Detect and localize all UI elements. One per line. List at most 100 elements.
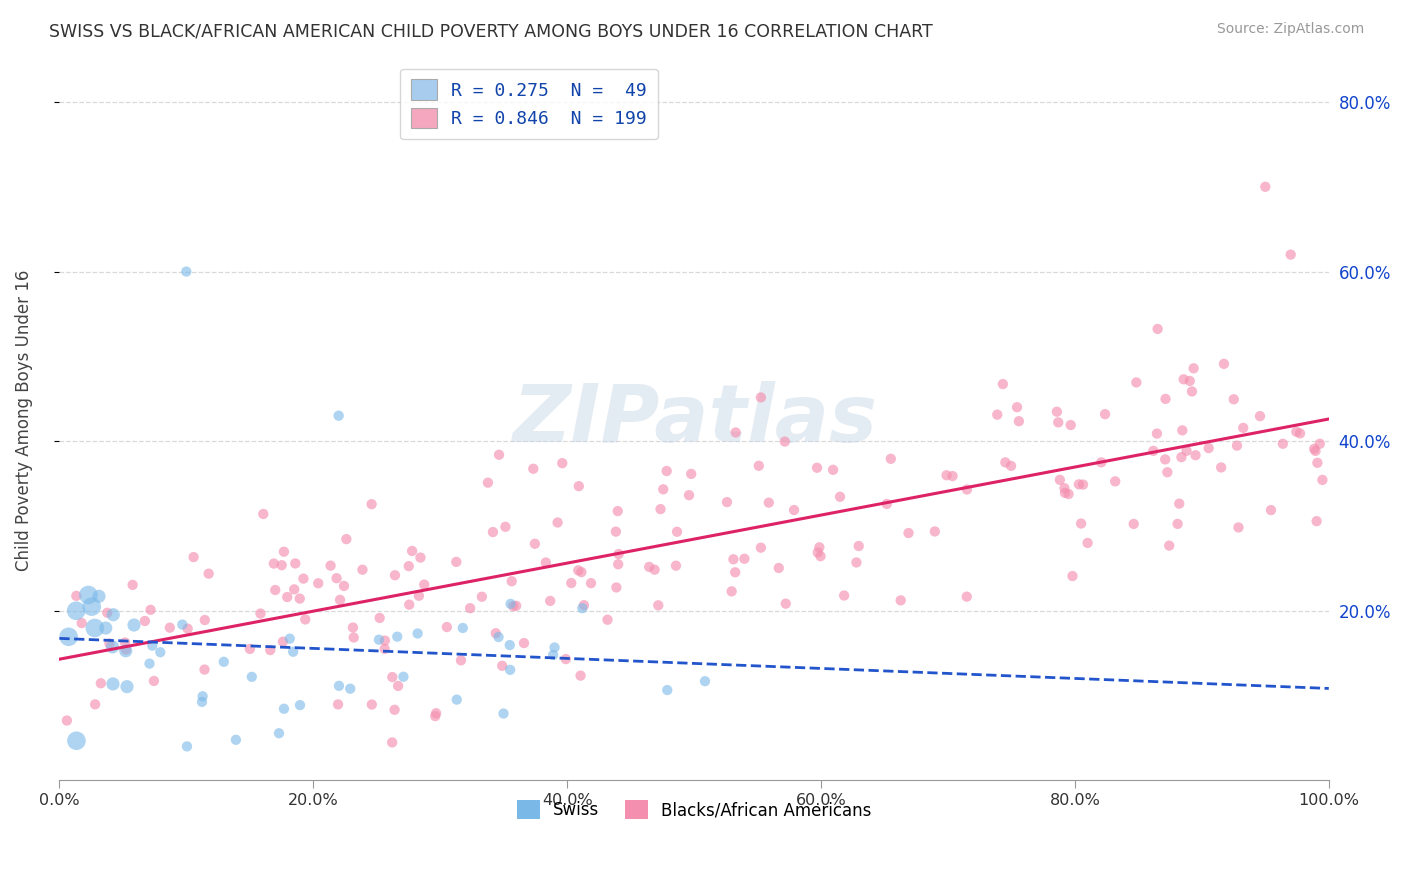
Point [1077, 536, 1099, 550]
Point [115, 680, 138, 694]
Point [783, 503, 806, 517]
Point [325, 571, 347, 585]
Point [666, 524, 689, 539]
Point [572, 598, 595, 612]
Point [273, 702, 295, 716]
Point [413, 577, 436, 591]
Point [1305, 514, 1327, 528]
Point [1285, 425, 1308, 439]
Point [505, 599, 527, 613]
Point [1254, 179, 1277, 194]
Point [225, 732, 247, 747]
Point [458, 601, 481, 615]
Point [259, 643, 281, 657]
Point [502, 599, 524, 613]
Point [339, 681, 361, 696]
Point [342, 620, 364, 634]
Point [513, 636, 536, 650]
Point [408, 589, 430, 603]
Point [239, 641, 262, 656]
Point [499, 597, 522, 611]
Point [83, 621, 105, 635]
Point [1309, 436, 1331, 450]
Point [159, 621, 181, 635]
Point [650, 502, 672, 516]
Point [134, 614, 156, 628]
Point [471, 590, 494, 604]
Point [499, 638, 522, 652]
Point [1060, 418, 1083, 433]
Point [644, 563, 666, 577]
Point [1053, 481, 1076, 495]
Point [1122, 516, 1144, 531]
Point [986, 408, 1008, 422]
Legend: Swiss, Blacks/African Americans: Swiss, Blacks/African Americans [510, 794, 879, 826]
Point [1306, 456, 1329, 470]
Point [522, 462, 544, 476]
Point [278, 632, 301, 646]
Point [1181, 384, 1204, 399]
Point [142, 673, 165, 688]
Point [924, 524, 946, 539]
Point [596, 613, 619, 627]
Point [328, 679, 350, 693]
Point [103, 607, 125, 622]
Point [605, 581, 627, 595]
Point [678, 488, 700, 502]
Point [381, 735, 404, 749]
Point [560, 576, 582, 591]
Point [367, 632, 389, 647]
Point [652, 483, 675, 497]
Point [808, 541, 831, 555]
Point [607, 547, 630, 561]
Point [1067, 477, 1090, 491]
Point [1090, 455, 1112, 469]
Point [281, 645, 304, 659]
Point [307, 576, 329, 591]
Point [806, 460, 828, 475]
Point [58, 630, 80, 644]
Point [425, 709, 447, 723]
Point [326, 698, 349, 712]
Point [446, 692, 468, 706]
Point [56, 714, 79, 728]
Point [876, 497, 898, 511]
Point [897, 526, 920, 541]
Point [384, 703, 406, 717]
Point [1171, 423, 1194, 437]
Point [276, 590, 298, 604]
Point [115, 642, 138, 657]
Point [87, 589, 110, 603]
Point [1227, 520, 1250, 534]
Point [647, 599, 669, 613]
Point [319, 558, 342, 573]
Point [1271, 436, 1294, 450]
Point [1049, 473, 1071, 487]
Point [1222, 392, 1244, 407]
Point [655, 464, 678, 478]
Point [523, 537, 546, 551]
Point [94, 621, 117, 635]
Point [114, 635, 136, 649]
Point [1156, 465, 1178, 479]
Point [335, 532, 357, 546]
Point [450, 653, 472, 667]
Point [1146, 322, 1168, 336]
Point [176, 622, 198, 636]
Point [270, 558, 292, 573]
Y-axis label: Child Poverty Among Boys Under 16: Child Poverty Among Boys Under 16 [15, 269, 32, 571]
Point [1249, 409, 1271, 423]
Point [1226, 439, 1249, 453]
Point [485, 626, 508, 640]
Point [579, 576, 602, 591]
Point [994, 455, 1017, 469]
Point [398, 598, 420, 612]
Point [183, 550, 205, 565]
Point [1125, 376, 1147, 390]
Point [122, 618, 145, 632]
Point [810, 549, 832, 564]
Point [1167, 516, 1189, 531]
Point [1198, 441, 1220, 455]
Point [749, 391, 772, 405]
Point [723, 552, 745, 566]
